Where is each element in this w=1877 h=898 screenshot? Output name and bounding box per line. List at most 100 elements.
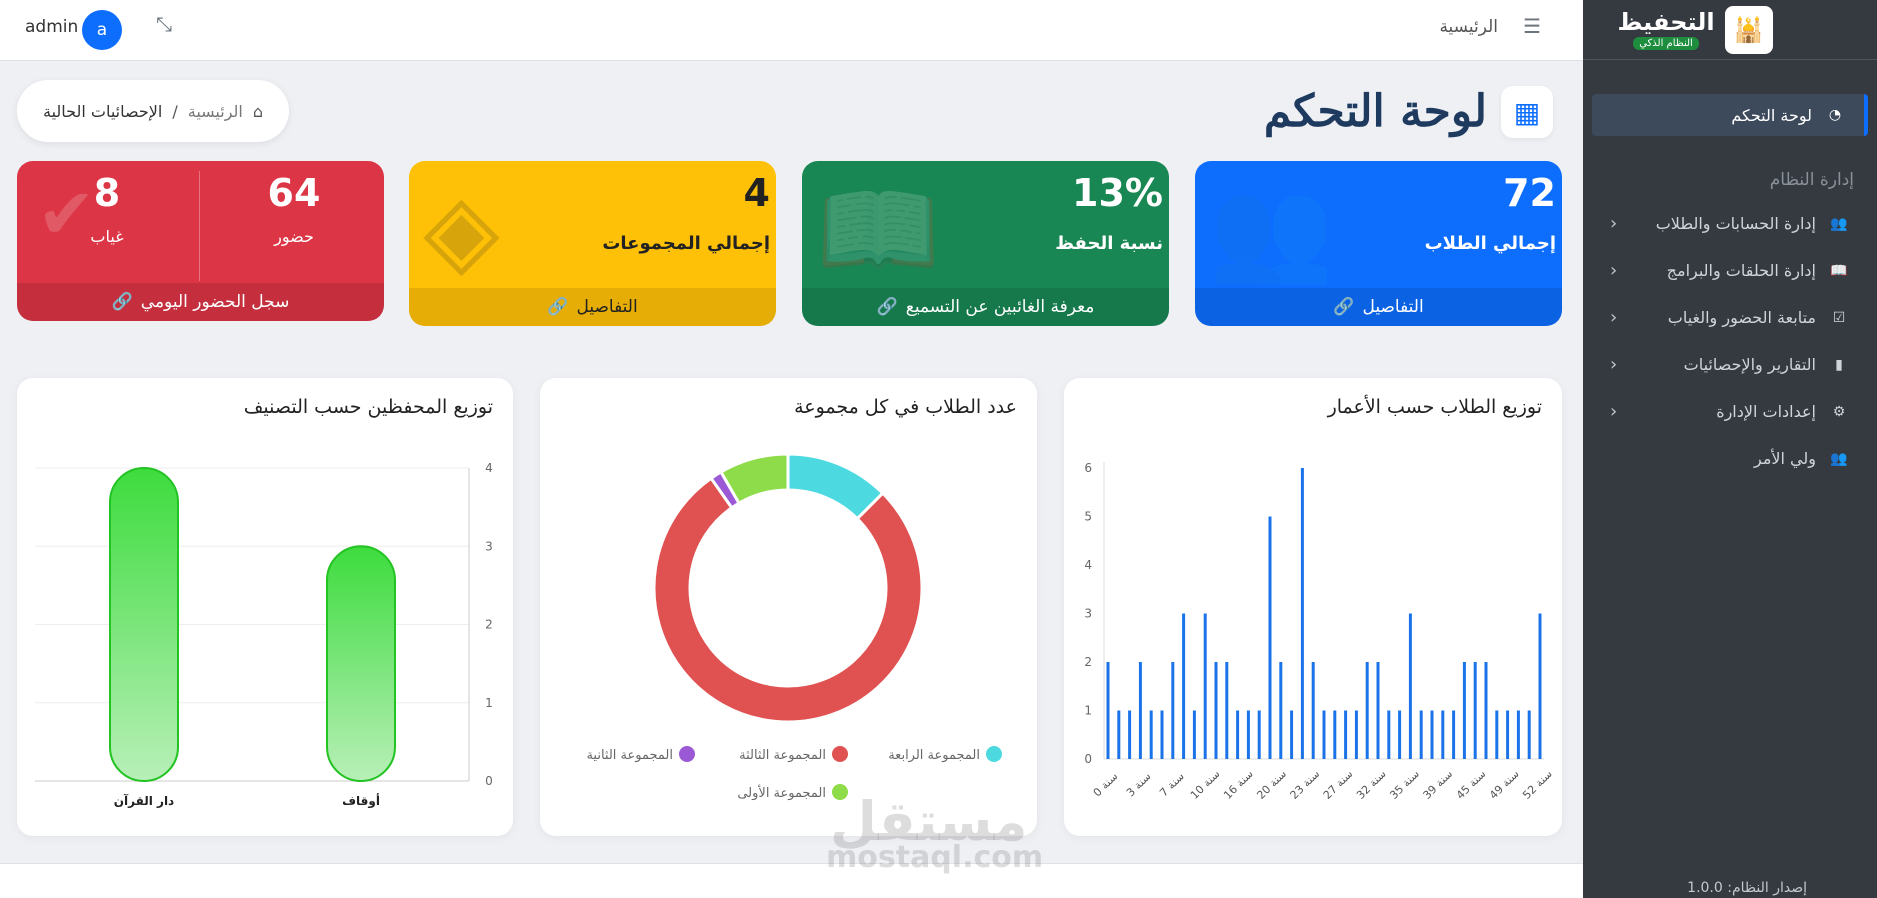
legend-label: المجموعة الثانية xyxy=(586,748,673,763)
compress-icon[interactable]: ⤡ xyxy=(156,12,172,36)
bar xyxy=(1462,662,1466,759)
avatar[interactable]: a xyxy=(82,10,122,50)
chevron-left-icon: ‹ xyxy=(1610,213,1618,234)
sidebar-item-dashboard[interactable]: ◔ لوحة التحكم xyxy=(1592,94,1868,136)
brand-badge: النظام الذكي xyxy=(1633,37,1699,50)
card-details-link[interactable]: سجل الحضور اليومي 🔗 xyxy=(17,283,384,321)
link-icon: 🔗 xyxy=(876,297,898,317)
user-name[interactable]: admin xyxy=(25,17,79,37)
chevron-left-icon: ‹ xyxy=(1610,401,1618,422)
bar xyxy=(1236,710,1240,759)
bar xyxy=(1484,662,1488,759)
topbar-home-link[interactable]: الرئيسية xyxy=(1439,17,1498,37)
bar xyxy=(1344,710,1348,759)
bar xyxy=(1149,710,1153,759)
x-tick-label: 20 سنة xyxy=(1254,767,1289,802)
dashboard-grid-icon: ▦ xyxy=(1501,86,1553,138)
x-tick-label: أوقاف xyxy=(342,793,380,809)
card-link-label: التفاصيل xyxy=(576,297,638,317)
bar xyxy=(1538,613,1542,759)
sidebar-item-reports[interactable]: ▮ التقارير والإحصائيات ‹ xyxy=(1592,341,1868,388)
y-tick-label: 1 xyxy=(485,696,493,710)
x-tick-label: 45 سنة xyxy=(1454,767,1489,802)
bar xyxy=(1322,710,1326,759)
x-tick-label: 0 سنة xyxy=(1091,770,1121,800)
bar xyxy=(326,545,396,782)
sidebar-item-label: ولي الأمر xyxy=(1754,449,1816,468)
bar xyxy=(1441,710,1445,759)
bar xyxy=(1311,662,1315,759)
bar xyxy=(1268,516,1272,759)
sidebar-item-attendance[interactable]: ☑ متابعة الحضور والغياب ‹ xyxy=(1592,294,1868,341)
layers-icon: ◈ xyxy=(423,171,500,288)
sidebar-item-label: إدارة الحلقات والبرامج xyxy=(1666,261,1816,280)
bar xyxy=(1160,710,1164,759)
teacher-bar-chart: 0 1 2 3 4 دار القرآن أوقاف xyxy=(35,461,493,809)
y-tick-label: 1 xyxy=(1084,704,1092,718)
attendance-present: 64 حضور xyxy=(204,171,384,246)
bar xyxy=(1192,710,1196,759)
watermark-latin: mostaql.com xyxy=(826,840,1044,875)
x-tick-label: 16 سنة xyxy=(1221,767,1256,802)
sidebar-item-label: متابعة الحضور والغياب xyxy=(1667,308,1816,327)
book-icon: 📖 xyxy=(816,171,941,288)
sidebar-nav: ◔ لوحة التحكم إدارة النظام 👥 إدارة الحسا… xyxy=(1583,60,1877,482)
sidebar-item-label: لوحة التحكم xyxy=(1731,105,1812,125)
card-link-label: سجل الحضور اليومي xyxy=(140,292,290,312)
footer xyxy=(0,863,1583,898)
legend-marker xyxy=(832,784,848,800)
card-details-link[interactable]: التفاصيل 🔗 xyxy=(409,288,776,326)
page-title: لوحة التحكم xyxy=(1263,86,1487,137)
sidebar-item-label: إعدادات الإدارة xyxy=(1716,402,1816,421)
x-tick-label: 7 سنة xyxy=(1157,770,1187,800)
card-link-label: معرفة الغائبين عن التسميع xyxy=(905,297,1095,317)
sidebar-item-label: التقارير والإحصائيات xyxy=(1683,355,1816,374)
bar xyxy=(1365,662,1369,759)
sidebar-item-accounts[interactable]: 👥 إدارة الحسابات والطلاب ‹ xyxy=(1592,200,1868,247)
brand[interactable]: 🕌 التحفيظ النظام الذكي xyxy=(1583,0,1877,60)
x-tick-label: 35 سنة xyxy=(1387,767,1422,802)
user-group-icon: 👥 xyxy=(1830,450,1848,467)
bar xyxy=(1419,710,1423,759)
bar xyxy=(1473,662,1477,759)
panel-group-distribution: عدد الطلاب في كل مجموعة المجموعة الرابعة… xyxy=(540,378,1037,836)
x-tick-label: 10 سنة xyxy=(1188,767,1223,802)
users-icon: 👥 xyxy=(1830,215,1848,232)
card-label: إجمالي المجموعات xyxy=(602,233,770,254)
breadcrumb-home[interactable]: الرئيسية xyxy=(187,101,243,121)
card-details-link[interactable]: معرفة الغائبين عن التسميع 🔗 xyxy=(802,288,1169,326)
legend-label: المجموعة الأولى xyxy=(737,784,826,801)
bar xyxy=(1354,710,1358,759)
y-tick-label: 0 xyxy=(485,774,493,788)
menu-toggle-icon[interactable]: ☰ xyxy=(1523,14,1541,38)
attendance-absent: 8 غياب xyxy=(17,171,197,246)
topbar: ☰ الرئيسية admin a ⤡ xyxy=(0,0,1583,61)
bar xyxy=(1430,710,1434,759)
breadcrumb-separator: / xyxy=(172,101,178,121)
bar xyxy=(1117,710,1121,759)
check-icon: ✔ xyxy=(37,173,96,255)
absent-value: 8 xyxy=(93,171,121,215)
sidebar-item-settings[interactable]: ⚙ إعدادات الإدارة ‹ xyxy=(1592,388,1868,435)
bar xyxy=(1290,710,1294,759)
sidebar: 🕌 التحفيظ النظام الذكي ◔ لوحة التحكم إدا… xyxy=(1583,0,1877,898)
book-icon: 📖 xyxy=(1830,262,1848,279)
card-details-link[interactable]: التفاصيل 🔗 xyxy=(1195,288,1562,326)
x-tick-label: 27 سنة xyxy=(1321,767,1356,802)
donut-slice xyxy=(718,452,790,506)
bar xyxy=(1376,662,1380,759)
sidebar-item-circles[interactable]: 📖 إدارة الحلقات والبرامج ‹ xyxy=(1592,247,1868,294)
x-tick-label: 32 سنة xyxy=(1354,767,1389,802)
group-donut-chart: المجموعة الرابعة المجموعة الثالثة المجموعة… xyxy=(586,452,1002,801)
breadcrumb-current: الإحصائيات الحالية xyxy=(43,101,163,121)
x-tick-label: 39 سنة xyxy=(1421,767,1456,802)
bar xyxy=(1506,710,1510,759)
chevron-left-icon: ‹ xyxy=(1610,307,1618,328)
y-tick-label: 5 xyxy=(1084,510,1092,524)
y-tick-label: 6 xyxy=(1084,461,1092,475)
bar xyxy=(1398,710,1402,759)
sidebar-item-guardian[interactable]: 👥 ولي الأمر xyxy=(1592,435,1868,482)
divider xyxy=(199,171,200,281)
chart-title: عدد الطلاب في كل مجموعة xyxy=(794,396,1017,418)
